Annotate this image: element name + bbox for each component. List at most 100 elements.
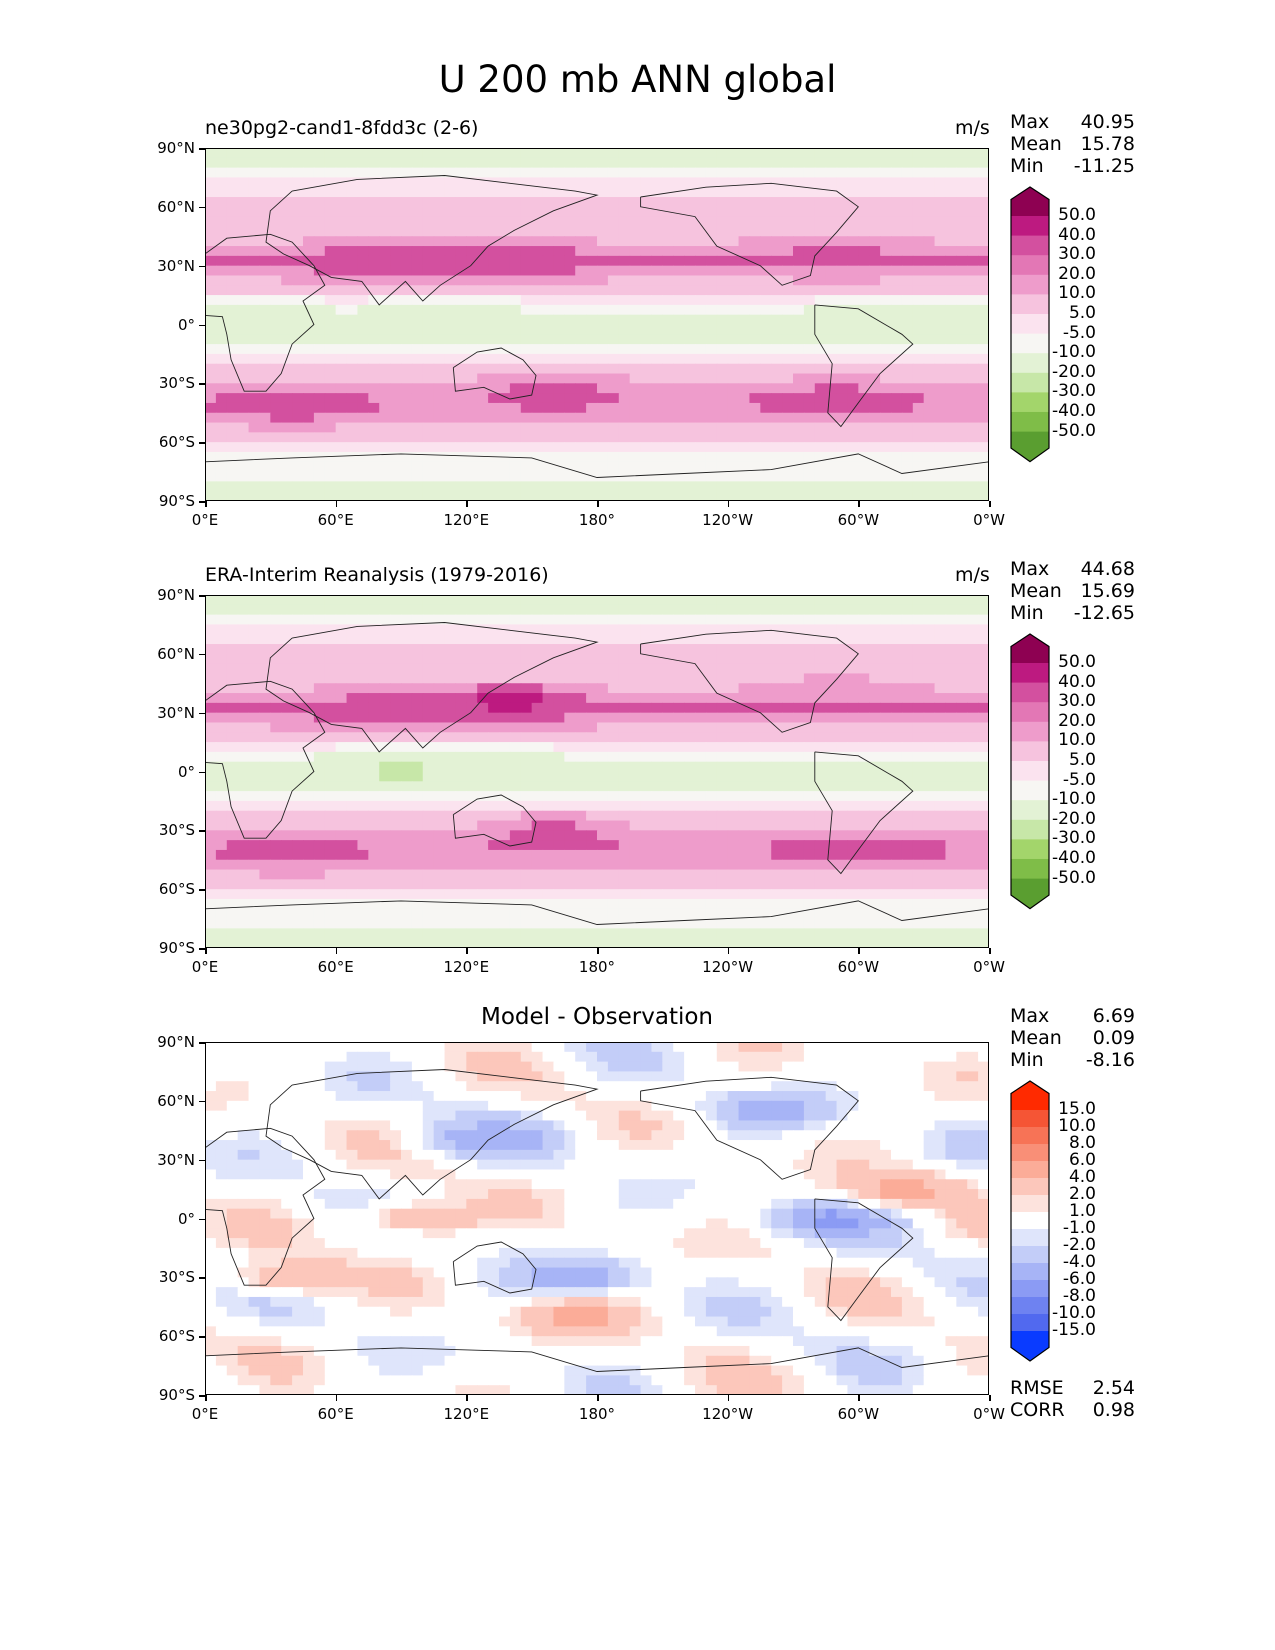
colorbar-label: -8.0 (1062, 1286, 1096, 1306)
colorbar-bin (1011, 1297, 1049, 1315)
x-tick-label: 120°E (443, 511, 490, 529)
y-tick-mark (199, 948, 205, 950)
stat-mean: Mean 15.78 (1010, 133, 1135, 155)
y-tick-label: 30°N (157, 256, 195, 275)
x-tick-label: 60°E (317, 958, 354, 976)
x-tick-mark (335, 1395, 338, 1401)
stat-mean-value: 15.78 (1080, 133, 1135, 155)
colorbar-bin (1011, 1331, 1049, 1361)
colorbar-bin (1011, 1263, 1049, 1281)
x-tick-mark (727, 1395, 730, 1401)
map-plot-area (205, 595, 989, 948)
y-tick-mark (199, 442, 205, 444)
x-tick-mark (989, 1395, 991, 1401)
colorbar-bin (1011, 1161, 1049, 1179)
colorbar-label: 40.0 (1058, 224, 1096, 245)
colorbar-label: 8.0 (1068, 1133, 1096, 1153)
stat-min-label: Min (1010, 602, 1044, 624)
stat-min: Min -11.25 (1010, 155, 1135, 177)
x-tick-label: 0°W (973, 958, 1005, 976)
colorbar-label: 10.0 (1058, 1116, 1096, 1136)
coastlines (205, 175, 989, 478)
colorbar-outline (1010, 1080, 1050, 1362)
colorbar-outline (1010, 633, 1050, 910)
colorbar-bin (1011, 1314, 1049, 1332)
colorbar-bin (1011, 1127, 1049, 1145)
x-tick-label: 60°W (837, 1405, 880, 1423)
stat-mean-value: 15.69 (1080, 580, 1135, 602)
colorbar-bin (1011, 1178, 1049, 1196)
colorbar-bin (1011, 333, 1049, 354)
colorbar (1010, 1080, 1050, 1362)
colorbar-label: 5.0 (1068, 303, 1096, 323)
colorbar-bin (1011, 1229, 1049, 1247)
colorbar-bin (1011, 1144, 1049, 1162)
colorbar-label: -10.0 (1052, 342, 1096, 363)
y-tick-mark (199, 148, 205, 150)
stat-rmse-label: RMSE (1010, 1377, 1064, 1399)
stat-rmse-value: 2.54 (1092, 1377, 1135, 1399)
colorbar-bin (1011, 392, 1049, 413)
colorbar-bin (1011, 1081, 1049, 1110)
x-tick-label: 180° (578, 1405, 616, 1423)
colorbar-label: -1.0 (1062, 1218, 1096, 1238)
y-tick-mark (199, 1218, 205, 1220)
colorbar-label: 5.0 (1068, 750, 1096, 770)
colorbar-label: -40.0 (1052, 401, 1096, 421)
y-tick-label: 0° (177, 762, 195, 781)
x-tick-mark (205, 501, 207, 507)
colorbar-bin (1011, 682, 1049, 703)
y-tick-label: 60°N (157, 197, 195, 216)
colorbar-bin (1011, 372, 1049, 393)
panel-title: Model - Observation (480, 1004, 714, 1030)
y-tick-mark (199, 771, 205, 773)
x-tick-mark (989, 501, 991, 507)
x-tick-label: 180° (578, 958, 616, 976)
x-tick-mark (466, 948, 468, 954)
x-tick-label: 120°E (443, 1405, 490, 1423)
colorbar-bin (1011, 800, 1049, 821)
map-frame (205, 1042, 989, 1395)
x-tick-label: 60°E (317, 511, 354, 529)
y-tick-mark (199, 1395, 205, 1397)
x-tick-mark (597, 501, 599, 507)
map-plot-area (205, 1042, 989, 1395)
map-frame (205, 595, 989, 948)
stat-rmse: RMSE 2.54 (1010, 1377, 1135, 1399)
x-tick-mark (727, 948, 730, 954)
stat-max-value: 6.69 (1092, 1005, 1135, 1027)
stat-mean: Mean 0.09 (1010, 1027, 1135, 1049)
colorbar-bin (1011, 819, 1049, 840)
x-tick-mark (597, 948, 599, 954)
stat-min: Min -8.16 (1010, 1049, 1135, 1071)
stats-box: Max 40.95 Mean 15.78 Min -11.25 (1010, 111, 1135, 177)
stat-max-label: Max (1010, 1005, 1050, 1027)
y-tick-mark (199, 1100, 205, 1103)
colorbar (1010, 633, 1050, 910)
colorbar-label: -2.0 (1062, 1235, 1096, 1255)
y-tick-label: 90°S (158, 939, 195, 957)
x-tick-mark (597, 1395, 599, 1401)
colorbar-bin (1011, 1212, 1049, 1230)
stat-min-value: -11.25 (1073, 155, 1135, 177)
colorbar-label: -20.0 (1052, 808, 1096, 829)
colorbar-label: -50.0 (1052, 420, 1096, 441)
x-tick-mark (466, 1395, 468, 1401)
y-tick-mark (199, 1159, 205, 1162)
y-tick-mark (199, 712, 205, 715)
colorbar-label: 50.0 (1058, 652, 1096, 672)
x-tick-label: 180° (578, 511, 616, 529)
colorbar-bin (1011, 878, 1049, 909)
colorbar-label: -30.0 (1052, 381, 1096, 402)
x-tick-label: 60°W (837, 958, 880, 976)
y-tick-mark (199, 324, 205, 326)
x-tick-label: 120°E (443, 958, 490, 976)
y-tick-mark (199, 1277, 205, 1279)
colorbar-bin (1011, 1246, 1049, 1264)
x-tick-label: 0°E (191, 1405, 219, 1423)
x-tick-mark (205, 1395, 207, 1401)
colorbar-bin (1011, 662, 1049, 684)
colorbar-label: -50.0 (1052, 867, 1096, 888)
colorbar-bin (1011, 839, 1049, 860)
colorbar-label: -6.0 (1062, 1269, 1096, 1289)
